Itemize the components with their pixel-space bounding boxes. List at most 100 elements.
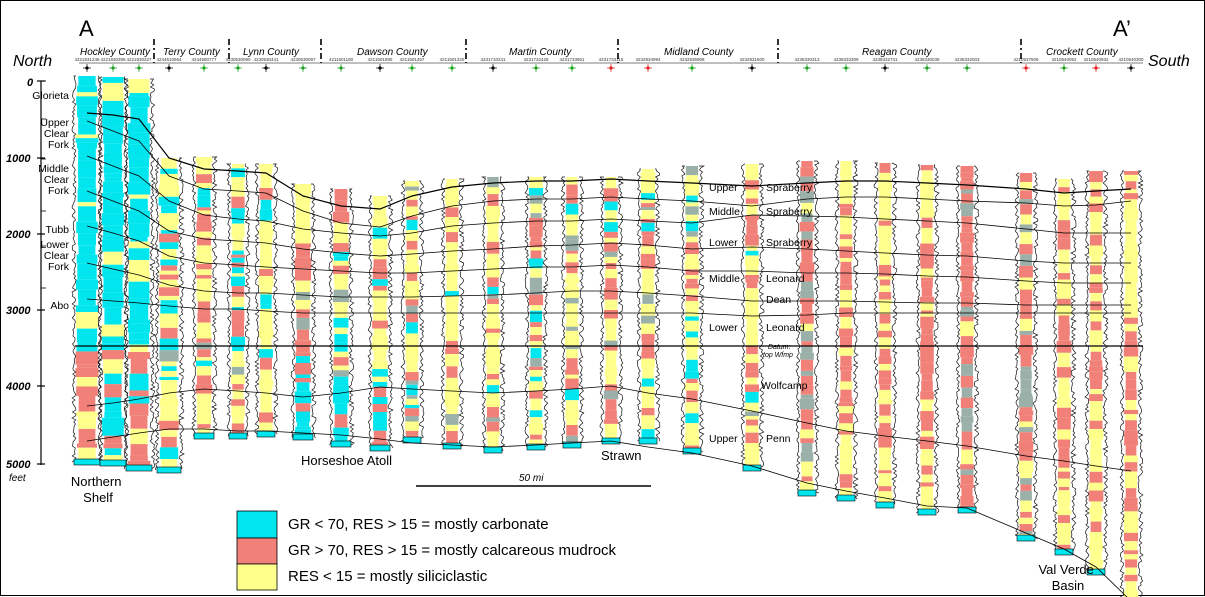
well-log (956, 166, 979, 513)
log-band (233, 246, 244, 250)
log-band (879, 337, 891, 348)
section-end-label: A’ (1113, 16, 1131, 41)
log-band (259, 164, 273, 168)
log-band (78, 161, 96, 178)
log-band (840, 390, 851, 398)
log-band (920, 482, 933, 486)
log-band (131, 416, 148, 429)
log-band (745, 433, 758, 443)
log-band (1125, 541, 1137, 550)
log-band (921, 497, 934, 501)
log-band (1057, 418, 1071, 430)
log-band (685, 321, 699, 332)
log-band (1020, 315, 1032, 319)
left-unit-label-line: Fork (48, 139, 70, 151)
log-band (159, 415, 178, 421)
log-band (801, 347, 812, 353)
log-band (159, 271, 179, 275)
well-id: 4232931600 (739, 57, 765, 62)
log-band (565, 298, 578, 304)
log-band (1089, 543, 1103, 551)
log-band (129, 167, 149, 182)
log-band (335, 189, 348, 201)
gr-log-trace (72, 76, 76, 462)
log-band (1058, 440, 1070, 448)
log-band (446, 417, 459, 424)
log-band (405, 187, 419, 191)
log-band (77, 105, 97, 117)
log-band (196, 157, 212, 163)
gr-log-trace (482, 177, 486, 451)
gr-log-trace (835, 161, 839, 499)
log-band (642, 294, 653, 303)
log-band (641, 231, 654, 235)
well-log (192, 157, 217, 439)
res-log-trace (543, 177, 548, 447)
log-band (128, 96, 149, 107)
log-band (685, 202, 699, 206)
log-band (920, 454, 933, 461)
log-band (606, 356, 617, 366)
log-band (486, 431, 500, 435)
log-band (745, 255, 758, 259)
log-band (1057, 280, 1071, 292)
log-band (642, 210, 654, 215)
log-band (1124, 262, 1137, 273)
log-band (746, 198, 758, 203)
left-unit-label: Abo (50, 300, 69, 312)
log-band (920, 411, 934, 420)
well-id: 4238330313 (794, 57, 820, 62)
log-band (686, 231, 698, 237)
log-band (232, 267, 244, 273)
log-band (374, 431, 386, 442)
log-band (297, 313, 310, 318)
log-band (259, 380, 273, 386)
well-log (291, 184, 316, 440)
log-band (878, 331, 892, 338)
log-band (840, 459, 852, 467)
log-band (746, 330, 758, 336)
log-band (1125, 471, 1137, 482)
log-band (1089, 483, 1103, 491)
log-band (76, 138, 99, 143)
log-band (487, 242, 500, 254)
well-id: 4238332003 (954, 57, 980, 62)
log-band (685, 337, 698, 349)
log-band (161, 249, 176, 260)
log-band (198, 196, 211, 208)
log-band (960, 333, 974, 336)
log-band (447, 283, 458, 291)
log-band (529, 381, 543, 391)
log-band (445, 398, 460, 406)
log-band (333, 266, 349, 274)
log-band (373, 420, 387, 431)
log-band (879, 265, 891, 277)
well-td-cap (370, 445, 390, 451)
log-band (530, 290, 543, 295)
log-band (801, 420, 813, 429)
log-band (1125, 420, 1137, 430)
log-band (159, 421, 180, 425)
log-band (920, 363, 933, 374)
log-band (445, 224, 458, 232)
log-band (296, 403, 311, 411)
log-band (334, 274, 348, 284)
log-band (1090, 411, 1103, 420)
log-band (961, 475, 974, 485)
region-label-northern-shelf: Northern Shelf (71, 474, 125, 505)
log-band (920, 391, 933, 399)
log-band (606, 329, 617, 340)
log-band (962, 432, 973, 443)
log-band (232, 384, 243, 390)
log-band (487, 218, 499, 227)
log-band (102, 77, 123, 83)
log-band (104, 153, 122, 161)
log-band (566, 268, 577, 274)
log-band (686, 307, 699, 317)
log-band (259, 386, 272, 390)
log-band (1058, 361, 1070, 367)
log-band (76, 96, 98, 105)
log-band (879, 390, 891, 400)
